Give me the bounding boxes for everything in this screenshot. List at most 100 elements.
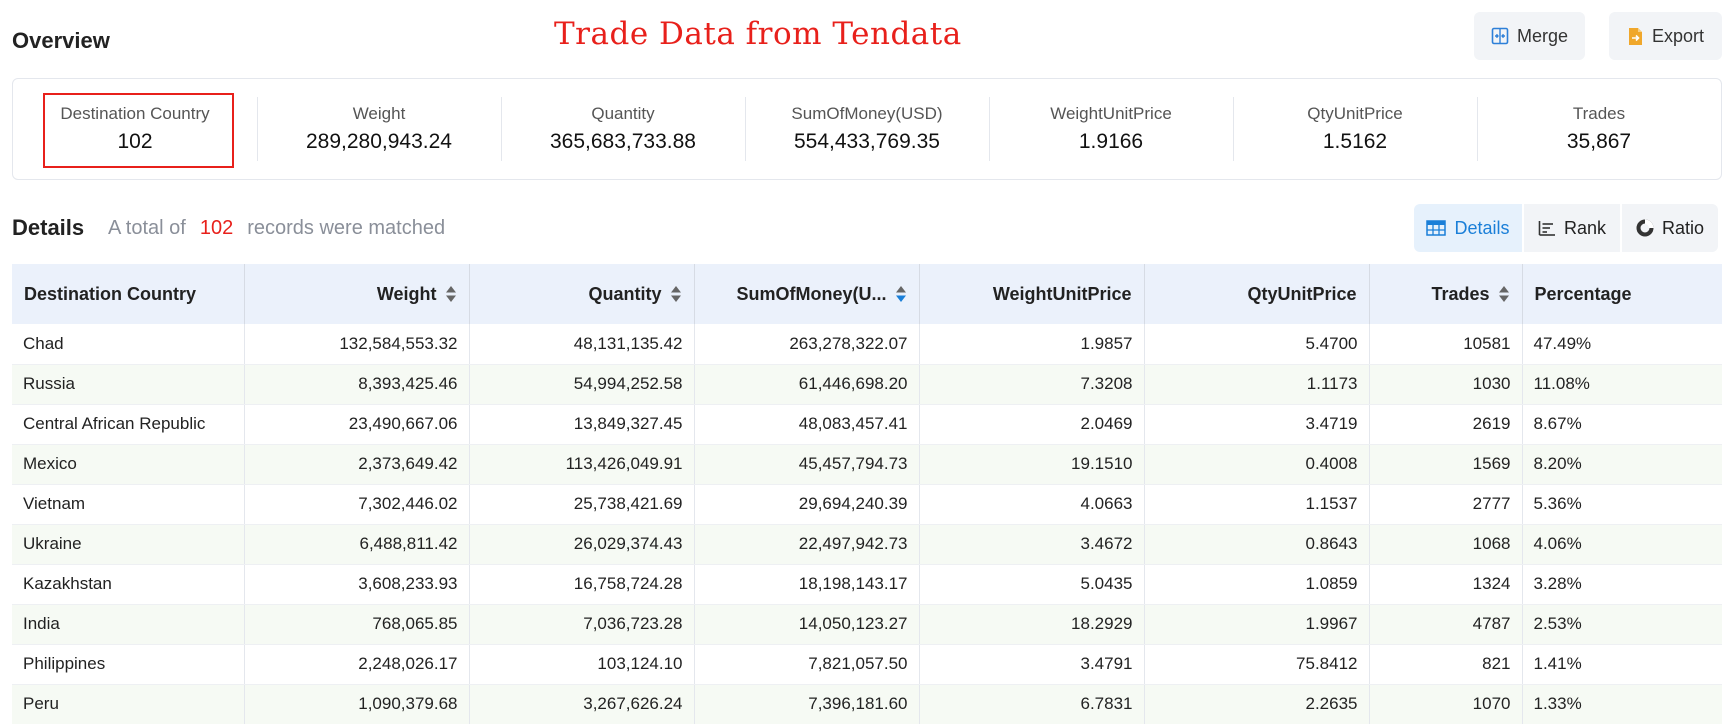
- table-row[interactable]: Russia 8,393,425.46 54,994,252.58 61,446,69…: [12, 364, 1722, 405]
- cell-quantity: 16,758,724.28: [469, 564, 695, 605]
- cell-destination-country[interactable]: Chad: [12, 324, 245, 365]
- table-body: Chad 132,584,553.32 48,131,135.42 263,278,3…: [12, 324, 1722, 724]
- table-row[interactable]: Kazakhstan 3,608,233.93 16,758,724.28 18,19…: [12, 564, 1722, 605]
- cell-trades: 10581: [1369, 324, 1523, 365]
- table-row[interactable]: India 768,065.85 7,036,723.28 14,050,123.27…: [12, 604, 1722, 645]
- tab-details-label: Details: [1454, 217, 1510, 238]
- stat-label: Destination Country: [60, 104, 210, 123]
- cell-qty-unit-price: 2.2635: [1144, 684, 1370, 724]
- cell-qty-unit-price: 0.4008: [1144, 444, 1370, 485]
- merge-icon: [1491, 27, 1509, 45]
- table-row[interactable]: Chad 132,584,553.32 48,131,135.42 263,278,3…: [12, 324, 1722, 365]
- stat-value: 289,280,943.24: [306, 130, 452, 153]
- cell-weight-unit-price: 2.0469: [919, 404, 1145, 445]
- cell-weight: 8,393,425.46: [244, 364, 470, 405]
- cell-weight-unit-price: 4.0663: [919, 484, 1145, 525]
- cell-destination-country[interactable]: Philippines: [12, 644, 245, 685]
- tab-rank[interactable]: Rank: [1524, 204, 1620, 252]
- cell-sum-of-money: 48,083,457.41: [694, 404, 920, 445]
- column-header-percentage[interactable]: Percentage: [1522, 264, 1722, 324]
- overview-title: Overview: [12, 28, 110, 53]
- cell-percentage: 47.49%: [1522, 324, 1722, 365]
- column-header-quantity[interactable]: Quantity: [469, 264, 695, 324]
- cell-quantity: 26,029,374.43: [469, 524, 695, 565]
- cell-qty-unit-price: 1.9967: [1144, 604, 1370, 645]
- cell-weight: 6,488,811.42: [244, 524, 470, 565]
- tab-ratio[interactable]: Ratio: [1622, 204, 1718, 252]
- merge-button[interactable]: Merge: [1474, 12, 1585, 60]
- table-row[interactable]: Vietnam 7,302,446.02 25,738,421.69 29,694,2…: [12, 484, 1722, 525]
- column-header-qty-unit-price[interactable]: QtyUnitPrice: [1144, 264, 1370, 324]
- column-header-sum-of-money[interactable]: SumOfMoney(U...: [694, 264, 920, 324]
- cell-qty-unit-price: 1.0859: [1144, 564, 1370, 605]
- cell-trades: 1569: [1369, 444, 1523, 485]
- tab-details[interactable]: Details: [1414, 204, 1522, 252]
- cell-trades: 4787: [1369, 604, 1523, 645]
- table-row[interactable]: Central African Republic 23,490,667.06 13,…: [12, 404, 1722, 445]
- cell-quantity: 113,426,049.91: [469, 444, 695, 485]
- export-button[interactable]: Export: [1609, 12, 1722, 60]
- cell-trades: 821: [1369, 644, 1523, 685]
- cell-destination-country[interactable]: Central African Republic: [12, 404, 245, 445]
- stat-value: 102: [117, 130, 153, 153]
- stat-label: Quantity: [591, 104, 655, 123]
- table-row[interactable]: Philippines 2,248,026.17 103,124.10 7,821,0…: [12, 644, 1722, 685]
- sort-icon[interactable]: [445, 285, 457, 303]
- view-tabs: Details Rank Ratio: [1414, 204, 1718, 252]
- cell-destination-country[interactable]: Kazakhstan: [12, 564, 245, 605]
- summary-card: Destination Country 102 Weight 289,280,9…: [12, 78, 1722, 180]
- details-title: Details: [12, 215, 85, 240]
- table-row[interactable]: Mexico 2,373,649.42 113,426,049.91 45,457,7…: [12, 444, 1722, 485]
- rank-icon: [1538, 221, 1555, 236]
- cell-destination-country[interactable]: Ukraine: [12, 524, 245, 565]
- sort-icon[interactable]: [1498, 285, 1510, 303]
- column-header-weight[interactable]: Weight: [244, 264, 470, 324]
- stat-qty-unit-price[interactable]: QtyUnitPrice 1.5162: [1233, 79, 1477, 179]
- cell-percentage: 1.33%: [1522, 684, 1722, 724]
- cell-qty-unit-price: 1.1173: [1144, 364, 1370, 405]
- stat-trades[interactable]: Trades 35,867: [1477, 79, 1721, 179]
- stat-label: Weight: [352, 104, 406, 123]
- cell-destination-country[interactable]: Vietnam: [12, 484, 245, 525]
- cell-weight-unit-price: 3.4791: [919, 644, 1145, 685]
- table-icon: [1426, 220, 1447, 236]
- sort-desc-icon[interactable]: [895, 285, 907, 303]
- cell-destination-country[interactable]: Russia: [12, 364, 245, 405]
- table-row[interactable]: Ukraine 6,488,811.42 26,029,374.43 22,497,9…: [12, 524, 1722, 565]
- cell-sum-of-money: 14,050,123.27: [694, 604, 920, 645]
- cell-trades: 2777: [1369, 484, 1523, 525]
- cell-weight: 23,490,667.06: [244, 404, 470, 445]
- cell-weight-unit-price: 19.1510: [919, 444, 1145, 485]
- cell-sum-of-money: 22,497,942.73: [694, 524, 920, 565]
- cell-weight-unit-price: 3.4672: [919, 524, 1145, 565]
- cell-weight-unit-price: 6.7831: [919, 684, 1145, 724]
- stat-value: 1.5162: [1322, 130, 1388, 153]
- cell-percentage: 8.20%: [1522, 444, 1722, 485]
- column-header-trades[interactable]: Trades: [1369, 264, 1523, 324]
- cell-destination-country[interactable]: Mexico: [12, 444, 245, 485]
- cell-quantity: 48,131,135.42: [469, 324, 695, 365]
- stat-sum-of-money[interactable]: SumOfMoney(USD) 554,433,769.35: [745, 79, 989, 179]
- column-header-weight-unit-price[interactable]: WeightUnitPrice: [919, 264, 1145, 324]
- cell-weight-unit-price: 7.3208: [919, 364, 1145, 405]
- stat-value: 365,683,733.88: [550, 130, 696, 153]
- cell-destination-country[interactable]: India: [12, 604, 245, 645]
- cell-weight-unit-price: 5.0435: [919, 564, 1145, 605]
- stat-weight[interactable]: Weight 289,280,943.24: [257, 79, 501, 179]
- stat-destination-country[interactable]: Destination Country 102: [13, 79, 257, 179]
- cell-qty-unit-price: 3.4719: [1144, 404, 1370, 445]
- records-suffix: records were matched: [247, 217, 446, 239]
- column-header-destination-country[interactable]: Destination Country: [12, 264, 245, 324]
- cell-quantity: 3,267,626.24: [469, 684, 695, 724]
- sort-icon[interactable]: [670, 285, 682, 303]
- cell-percentage: 5.36%: [1522, 484, 1722, 525]
- cell-sum-of-money: 263,278,322.07: [694, 324, 920, 365]
- stat-label: WeightUnitPrice: [1050, 104, 1172, 123]
- stat-weight-unit-price[interactable]: WeightUnitPrice 1.9166: [989, 79, 1233, 179]
- table-row[interactable]: Peru 1,090,379.68 3,267,626.24 7,396,181.60…: [12, 684, 1722, 724]
- stat-quantity[interactable]: Quantity 365,683,733.88: [501, 79, 745, 179]
- donut-chart-icon: [1636, 219, 1654, 237]
- cell-destination-country[interactable]: Peru: [12, 684, 245, 724]
- cell-weight-unit-price: 1.9857: [919, 324, 1145, 365]
